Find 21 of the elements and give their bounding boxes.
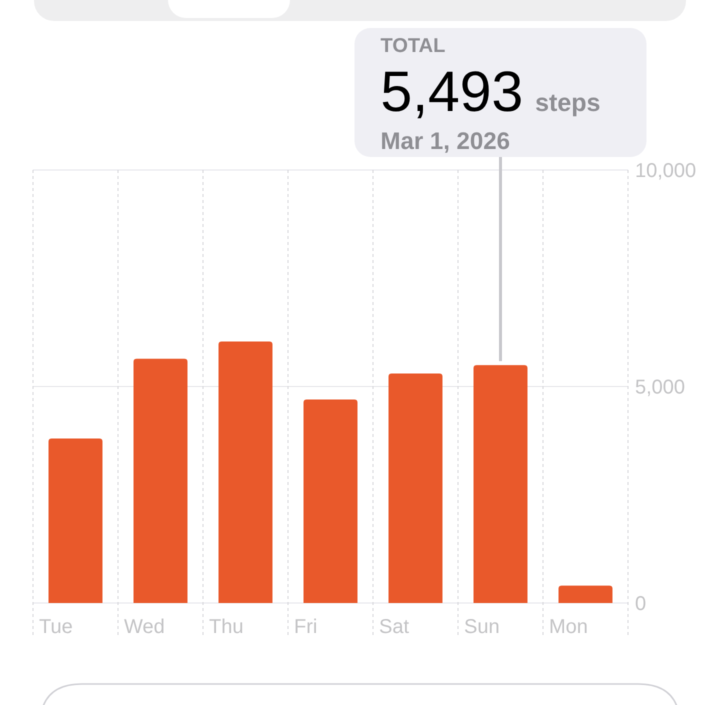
bar	[48, 438, 102, 603]
y-tick-label: 5,000	[635, 376, 686, 398]
x-tick-label: Mon	[549, 616, 588, 638]
bar	[388, 374, 442, 603]
bar	[558, 586, 612, 603]
bar	[218, 341, 272, 603]
text: TOTAL	[380, 35, 446, 57]
x-tick-label: Wed	[124, 616, 165, 638]
x-tick-label: Fri	[294, 616, 318, 638]
bar	[134, 358, 188, 603]
x-tick-label: Thu	[209, 616, 244, 638]
x-tick-label: Sat	[379, 616, 410, 638]
bar	[474, 365, 528, 603]
x-tick-label: Sun	[464, 616, 500, 638]
bar	[304, 399, 358, 603]
x-tick-label: Tue	[39, 616, 73, 638]
text: Mar 1, 2026	[380, 128, 510, 155]
y-tick-label: 10,000	[635, 160, 696, 182]
y-tick-label: 0	[635, 593, 646, 615]
text: steps	[535, 89, 600, 117]
text: 5,493	[380, 60, 524, 124]
